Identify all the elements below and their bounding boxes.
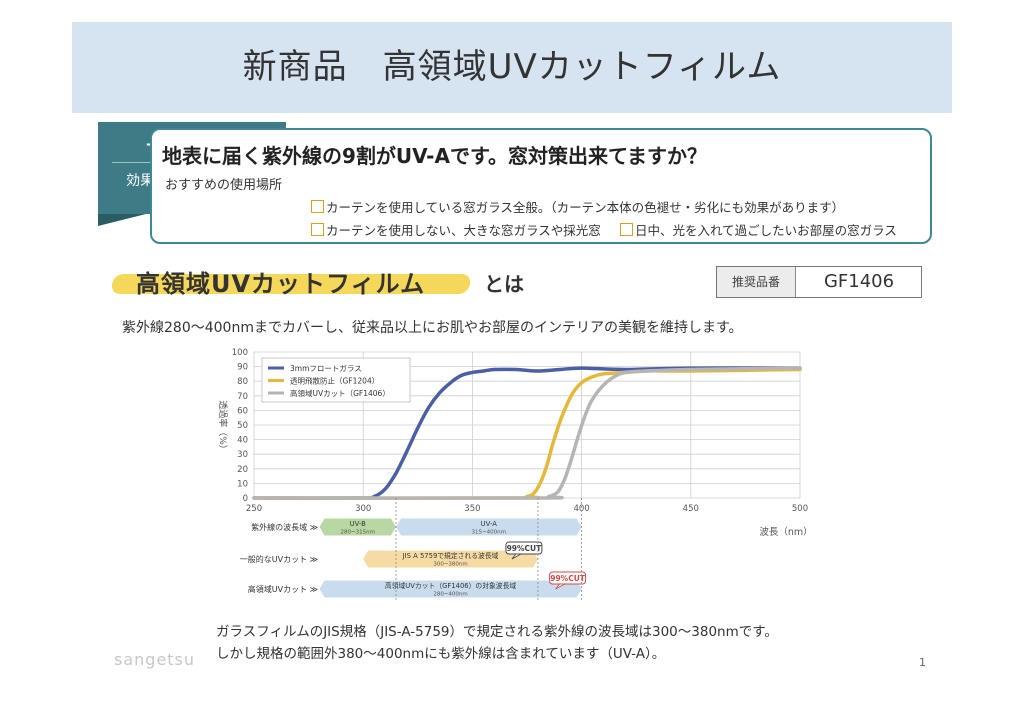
series-line [252, 366, 802, 500]
x-tick-label: 400 [573, 504, 589, 514]
cut-badge [505, 541, 543, 555]
band-segment [395, 518, 582, 536]
use-item: 日中、光を入れて過ごしたいお部屋の窓ガラス [620, 220, 897, 239]
cut-badge-pointer [511, 553, 523, 560]
recommended-product-box: 推奨品番 GF1406 [716, 266, 922, 298]
band-sublabel: 280~400nm [433, 592, 467, 598]
x-tick-label: 500 [792, 504, 808, 514]
use-item-label: カーテンを使用しない、大きな窓ガラスや採光窓 [326, 223, 601, 238]
x-tick-label: 350 [464, 504, 480, 514]
y-tick-label: 80 [237, 377, 248, 387]
cut-badge [549, 571, 587, 585]
cut-badge-label: 99%CUT [507, 544, 543, 553]
band-label: UV-A [481, 520, 498, 528]
x-tick-label: 450 [683, 504, 699, 514]
checkbox-icon [620, 223, 633, 236]
legend-entry: 透明飛散防止（GF1204） [290, 376, 379, 386]
band-label: JIS A 5759で規定される波長域 [402, 551, 499, 560]
cut-badge-pointer [555, 583, 567, 590]
y-tick-label: 100 [232, 348, 248, 358]
y-tick-label: 70 [237, 392, 248, 402]
page-number: 1 [919, 656, 926, 669]
use-item-label: カーテンを使用している窓ガラス全般。（カーテン本体の色褪せ・劣化にも効果がありま… [326, 200, 845, 215]
band-sublabel: 280~315nm [341, 530, 375, 536]
y-tick-label: 0 [243, 494, 248, 504]
info-title: 地表に届く紫外線の9割がUV-Aです。窓対策出来てますか？ [162, 144, 707, 168]
band-sublabel: 315~400nm [472, 530, 506, 536]
recommended-value: GF1406 [823, 271, 895, 292]
x-axis-label: 波長（nm） [759, 526, 810, 538]
product-description: 紫外線280～400nmまでカバーし、従来品以上にお肌やお部屋のインテリアの美観… [122, 320, 743, 336]
band-label: 高領域UVカット（GF1406）の対象波長域 [385, 581, 516, 590]
wavelength-bands: 紫外線の波長域 ≫ UV-B 280~315nm UV-A 315~400nm 一般的なU… [240, 498, 587, 600]
band-segment [319, 518, 396, 536]
use-item: カーテンを使用している窓ガラス全般。（カーテン本体の色褪せ・劣化にも効果がありま… [311, 197, 844, 216]
chart-series [252, 366, 802, 500]
info-subtitle: おすすめの使用場所 [165, 178, 283, 193]
band-row-label: 一般的なUVカット ≫ [240, 554, 318, 564]
y-tick-label: 30 [237, 450, 248, 460]
x-tick-label: 300 [355, 504, 371, 514]
legend-box [261, 357, 411, 403]
y-axis-label: 透過率（%） [217, 400, 229, 454]
band-row-label: 高領域UVカット ≫ [248, 584, 318, 594]
y-tick-labels: 0 10 20 30 40 50 60 70 80 90 100 [232, 348, 248, 504]
footer-line-2: しかし規格の範囲外380～400nmにも紫外線は含まれています（UV-A）。 [216, 646, 666, 662]
y-tick-label: 50 [237, 421, 248, 431]
product-name: 高領域UVカットフィルム [136, 270, 426, 298]
checkbox-icon [311, 223, 324, 236]
cut-badge-label: 99%CUT [550, 574, 586, 583]
band-label: UV-B [350, 520, 366, 528]
page-title: 新商品 高領域UVカットフィルム [242, 47, 782, 87]
band-segment [363, 550, 538, 568]
recommended-label: 推奨品番 [717, 267, 796, 297]
proposal-tag-fold [98, 214, 146, 226]
checkbox-icon [311, 200, 324, 213]
band-sublabel: 300~380nm [433, 562, 467, 568]
product-heading-suffix: とは [484, 272, 524, 296]
y-tick-label: 90 [237, 363, 248, 373]
legend-entry: 3mmフロートガラス [290, 363, 362, 373]
legend-entry: 高領域UVカット（GF1406） [290, 388, 390, 398]
series-line [252, 366, 802, 500]
header-banner: 新商品 高領域UVカットフィルム [72, 22, 952, 113]
y-tick-label: 60 [237, 406, 248, 416]
y-tick-label: 20 [237, 465, 248, 475]
footer-line-1: ガラスフィルムのJIS規格（JIS-A-5759）で規定される紫外線の波長域は3… [216, 624, 778, 640]
band-segment [319, 580, 582, 598]
info-box [150, 128, 932, 244]
band-row-label: 紫外線の波長域 ≫ [251, 522, 318, 532]
use-item-label: 日中、光を入れて過ごしたいお部屋の窓ガラス [635, 223, 897, 238]
product-heading: 高領域UVカットフィルム [110, 262, 472, 298]
y-tick-label: 40 [237, 436, 248, 446]
x-tick-label: 250 [246, 504, 262, 514]
x-tick-labels: 250 300 350 400 450 500 [246, 504, 808, 514]
transmittance-chart: 0 10 20 30 40 50 60 70 80 90 100 250 300 350 400 450 50… [217, 348, 810, 600]
company-logo: sangetsu [114, 650, 196, 669]
use-item: カーテンを使用しない、大きな窓ガラスや採光窓 [311, 220, 601, 239]
y-tick-label: 10 [237, 479, 248, 489]
